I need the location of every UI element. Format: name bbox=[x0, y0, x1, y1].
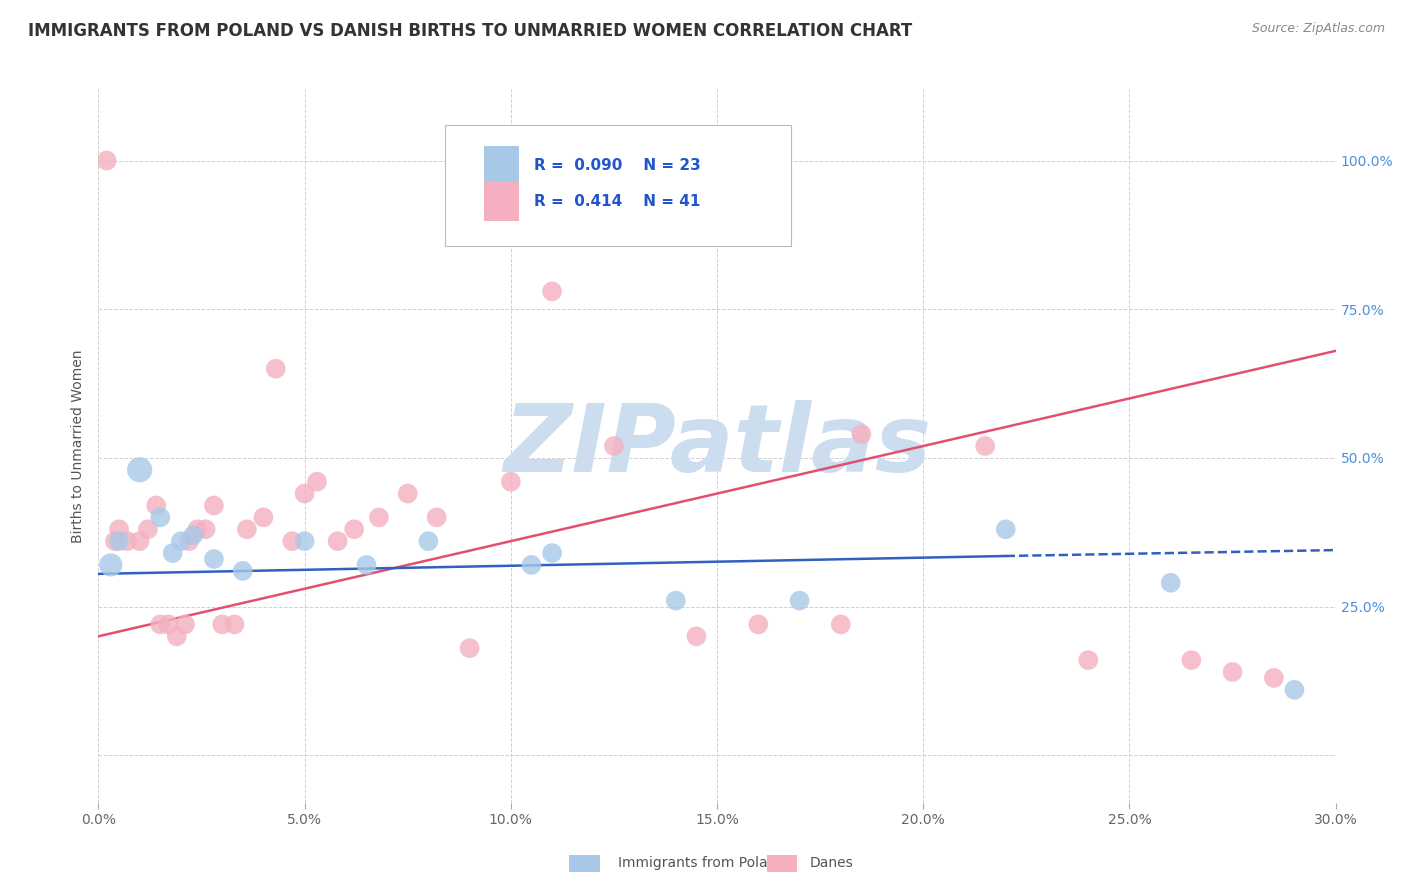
Point bbox=[128, 463, 150, 477]
Point bbox=[202, 552, 225, 566]
Point bbox=[145, 499, 167, 513]
Point bbox=[281, 534, 304, 549]
Point bbox=[396, 486, 419, 500]
Point bbox=[104, 534, 127, 549]
FancyBboxPatch shape bbox=[444, 125, 792, 246]
Point bbox=[108, 534, 131, 549]
Point bbox=[1263, 671, 1285, 685]
Point bbox=[326, 534, 349, 549]
Point bbox=[162, 546, 184, 560]
Point bbox=[418, 534, 440, 549]
Point bbox=[174, 617, 197, 632]
Point bbox=[367, 510, 389, 524]
Point bbox=[236, 522, 259, 536]
Text: Immigrants from Poland: Immigrants from Poland bbox=[619, 856, 786, 871]
Point bbox=[520, 558, 543, 572]
Point bbox=[149, 510, 172, 524]
Point bbox=[851, 427, 873, 442]
Point bbox=[194, 522, 217, 536]
Point bbox=[211, 617, 233, 632]
Point bbox=[264, 361, 287, 376]
Text: IMMIGRANTS FROM POLAND VS DANISH BIRTHS TO UNMARRIED WOMEN CORRELATION CHART: IMMIGRANTS FROM POLAND VS DANISH BIRTHS … bbox=[28, 22, 912, 40]
Point bbox=[294, 534, 316, 549]
Point bbox=[426, 510, 449, 524]
Point bbox=[789, 593, 811, 607]
Point bbox=[665, 593, 688, 607]
Point bbox=[136, 522, 159, 536]
Point bbox=[1077, 653, 1099, 667]
Point bbox=[108, 522, 131, 536]
Point bbox=[541, 285, 564, 299]
Point bbox=[232, 564, 254, 578]
Point bbox=[1180, 653, 1202, 667]
Point bbox=[305, 475, 328, 489]
Point bbox=[224, 617, 246, 632]
Point bbox=[179, 534, 201, 549]
Point bbox=[166, 629, 188, 643]
FancyBboxPatch shape bbox=[766, 855, 797, 872]
Text: Danes: Danes bbox=[810, 856, 853, 871]
Point bbox=[994, 522, 1017, 536]
Point bbox=[974, 439, 997, 453]
FancyBboxPatch shape bbox=[485, 146, 519, 186]
Y-axis label: Births to Unmarried Women: Births to Unmarried Women bbox=[72, 350, 86, 542]
Point bbox=[157, 617, 180, 632]
Text: Source: ZipAtlas.com: Source: ZipAtlas.com bbox=[1251, 22, 1385, 36]
Point bbox=[685, 629, 707, 643]
Point bbox=[100, 558, 122, 572]
Text: R =  0.414    N = 41: R = 0.414 N = 41 bbox=[534, 194, 700, 209]
Point bbox=[149, 617, 172, 632]
FancyBboxPatch shape bbox=[485, 182, 519, 221]
Point bbox=[170, 534, 193, 549]
Point bbox=[96, 153, 118, 168]
Point bbox=[499, 475, 522, 489]
Point bbox=[181, 528, 204, 542]
FancyBboxPatch shape bbox=[568, 855, 599, 872]
Point bbox=[541, 546, 564, 560]
Point bbox=[458, 641, 481, 656]
Point bbox=[356, 558, 378, 572]
Text: ZIPatlas: ZIPatlas bbox=[503, 400, 931, 492]
Point bbox=[117, 534, 139, 549]
Point bbox=[252, 510, 274, 524]
Point bbox=[747, 617, 769, 632]
Point bbox=[1160, 575, 1182, 590]
Point bbox=[343, 522, 366, 536]
Text: R =  0.090    N = 23: R = 0.090 N = 23 bbox=[534, 159, 700, 173]
Point bbox=[830, 617, 852, 632]
Point bbox=[128, 534, 150, 549]
Point bbox=[1284, 682, 1306, 697]
Point bbox=[603, 439, 626, 453]
Point bbox=[294, 486, 316, 500]
Point bbox=[186, 522, 208, 536]
Point bbox=[1222, 665, 1244, 679]
Point bbox=[202, 499, 225, 513]
